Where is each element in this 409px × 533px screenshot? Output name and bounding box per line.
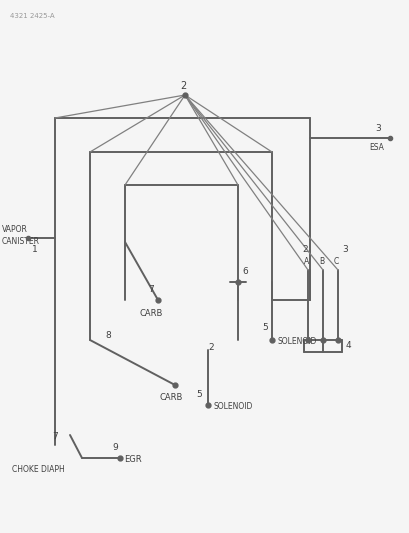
Text: 9: 9	[112, 443, 117, 453]
Text: CANISTER: CANISTER	[2, 237, 40, 246]
Text: CARB: CARB	[160, 393, 183, 402]
Text: 6: 6	[241, 268, 247, 277]
Text: 7: 7	[148, 286, 153, 295]
Text: B: B	[318, 257, 324, 266]
Text: EGR: EGR	[124, 456, 141, 464]
Text: ESA: ESA	[368, 142, 383, 151]
Text: 7: 7	[52, 432, 58, 441]
Text: 2: 2	[207, 343, 213, 352]
Text: 4: 4	[345, 342, 351, 351]
Text: 5: 5	[261, 324, 267, 333]
Text: 3: 3	[374, 124, 380, 133]
Text: 1: 1	[32, 246, 38, 254]
Text: CHOKE DIAPH: CHOKE DIAPH	[12, 465, 65, 474]
Text: 2: 2	[301, 246, 307, 254]
Text: SOLENOID: SOLENOID	[213, 402, 253, 411]
Text: VAPOR: VAPOR	[2, 225, 28, 235]
Text: 3: 3	[341, 246, 347, 254]
Text: 5: 5	[196, 391, 201, 400]
Text: C: C	[333, 257, 338, 266]
Text: SOLENOID: SOLENOID	[277, 337, 317, 346]
Text: 4321 2425-A: 4321 2425-A	[10, 13, 54, 19]
Text: A: A	[303, 257, 308, 266]
Text: 2: 2	[180, 81, 186, 91]
Text: CARB: CARB	[139, 310, 163, 319]
Text: 8: 8	[105, 332, 110, 341]
